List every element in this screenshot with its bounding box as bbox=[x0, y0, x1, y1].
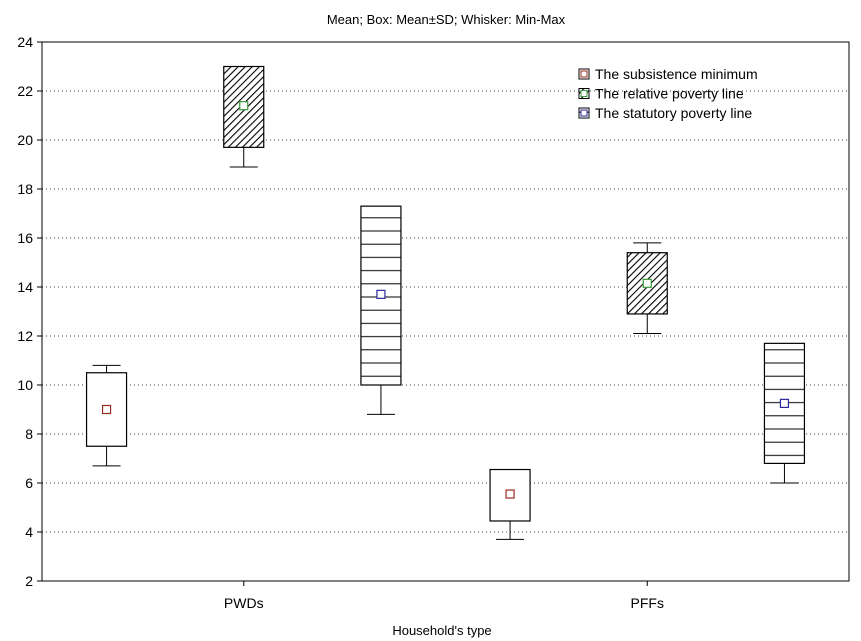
gridlines bbox=[42, 91, 849, 532]
y-tick-label: 16 bbox=[17, 230, 33, 246]
box-group bbox=[224, 67, 264, 167]
legend-item: The relative poverty line bbox=[579, 86, 744, 102]
mean-marker bbox=[103, 406, 111, 414]
y-tick-label: 20 bbox=[17, 132, 33, 148]
box-group bbox=[490, 470, 530, 540]
box-group bbox=[764, 343, 804, 483]
mean-marker bbox=[643, 279, 651, 287]
mean-marker bbox=[506, 490, 514, 498]
legend-marker bbox=[581, 71, 587, 77]
y-tick-label: 8 bbox=[25, 426, 33, 442]
plot-area bbox=[87, 67, 805, 540]
y-tick-label: 12 bbox=[17, 328, 33, 344]
box-group bbox=[627, 243, 667, 334]
legend-marker bbox=[581, 110, 587, 116]
mean-marker bbox=[240, 102, 248, 110]
mean-marker bbox=[780, 399, 788, 407]
box-group bbox=[361, 206, 401, 414]
legend: The subsistence minimum The relative pove… bbox=[579, 66, 758, 121]
y-tick-label: 10 bbox=[17, 377, 33, 393]
legend-label: The subsistence minimum bbox=[595, 66, 758, 82]
legend-item: The statutory poverty line bbox=[579, 105, 752, 121]
y-tick-label: 4 bbox=[25, 524, 33, 540]
y-tick-label: 18 bbox=[17, 181, 33, 197]
x-tick-label: PFFs bbox=[631, 595, 664, 611]
y-tick-label: 2 bbox=[25, 573, 33, 589]
legend-item: The subsistence minimum bbox=[579, 66, 758, 82]
legend-label: The relative poverty line bbox=[595, 86, 744, 102]
plot-frame bbox=[42, 42, 849, 581]
mean-marker bbox=[377, 290, 385, 298]
x-tick-label: PWDs bbox=[224, 595, 264, 611]
box-group bbox=[87, 365, 127, 465]
y-tick-label: 24 bbox=[17, 34, 33, 50]
y-tick-label: 22 bbox=[17, 83, 33, 99]
legend-marker bbox=[581, 91, 587, 97]
chart-title: Mean; Box: Mean±SD; Whisker: Min-Max bbox=[327, 12, 566, 27]
legend-label: The statutory poverty line bbox=[595, 105, 752, 121]
y-tick-label: 6 bbox=[25, 475, 33, 491]
y-tick-label: 14 bbox=[17, 279, 33, 295]
x-axis-label: Household's type bbox=[392, 623, 491, 638]
